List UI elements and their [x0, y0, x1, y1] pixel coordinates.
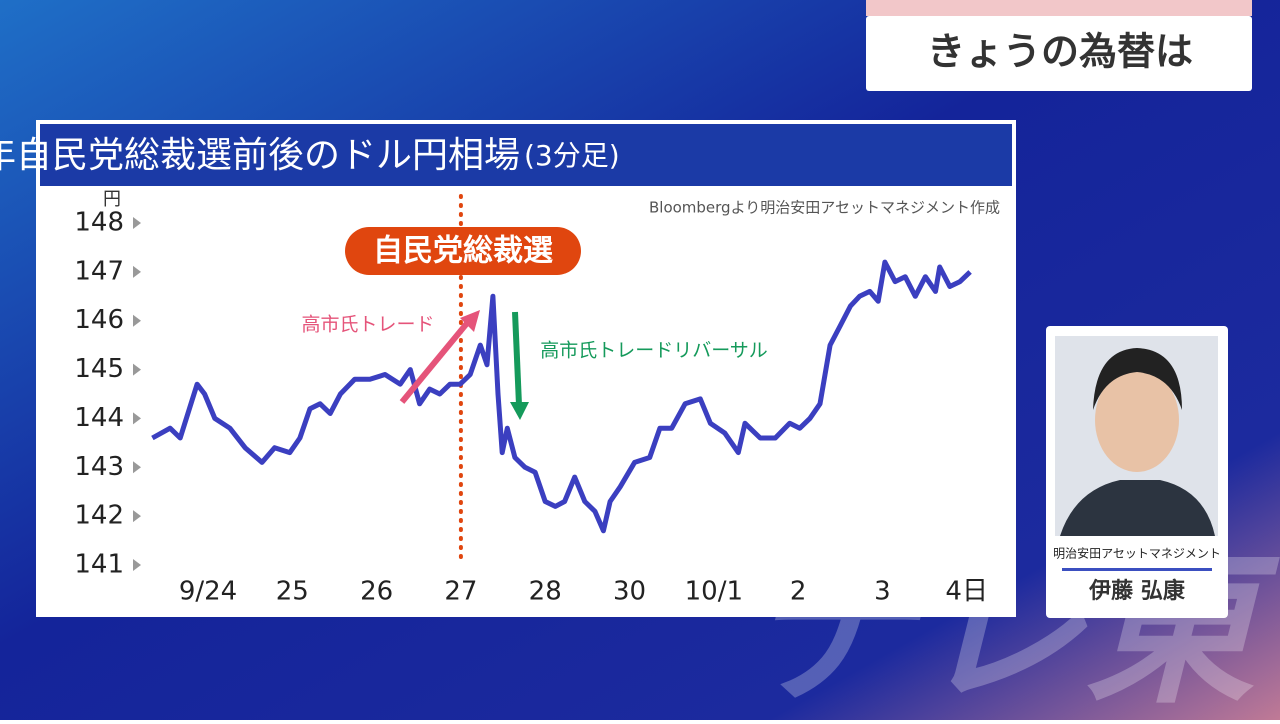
- plot: 141 142 143 144 145 146 147 148 9/24 25 26 27 28 30 10…: [74, 194, 988, 607]
- arrow-up: [399, 320, 471, 404]
- photo-suit: [1060, 480, 1215, 536]
- chart-title: 2024年自民党総裁選前後のドル円相場: [0, 135, 520, 176]
- photo-hair: [1093, 348, 1182, 410]
- arrowhead-down: [510, 402, 529, 420]
- y-tick-mark: [133, 559, 141, 571]
- arrowhead-up: [460, 310, 480, 332]
- y-tick-label: 146: [74, 305, 124, 335]
- y-tick-mark: [133, 363, 141, 376]
- chart-subtitle: (3分足): [524, 139, 620, 172]
- y-tick-label: 148: [74, 208, 124, 238]
- x-tick-label: 3: [874, 577, 891, 607]
- price-line: [151, 259, 972, 534]
- x-tick-label: 27: [444, 577, 477, 607]
- presenter-name: 伊藤 弘康: [1088, 578, 1186, 604]
- event-badge: [345, 227, 581, 275]
- y-tick-mark: [133, 412, 141, 425]
- title-bar: [40, 124, 1012, 186]
- arrow-down: [512, 311, 522, 406]
- header-box: [866, 16, 1252, 91]
- header-title: きょうの為替は: [927, 30, 1193, 74]
- y-tick-mark: [133, 510, 141, 523]
- x-tick-label: 28: [529, 577, 562, 607]
- x-tick-label: 26: [360, 577, 393, 607]
- x-tick-label: 10/1: [685, 577, 743, 607]
- header-strip: [866, 0, 1252, 16]
- presenter-company: 明治安田アセットマネジメント: [1053, 546, 1221, 561]
- event-label: 自民党総裁選: [373, 234, 553, 269]
- y-tick-label: 144: [74, 403, 124, 433]
- y-tick-label: 142: [74, 501, 124, 531]
- y-tick-label: 141: [74, 550, 124, 580]
- x-tick-label: 30: [613, 577, 646, 607]
- x-tick-label: 4日: [945, 577, 988, 607]
- annotation-trade: 高市氏トレード: [301, 314, 434, 336]
- y-tick-mark: [133, 314, 141, 327]
- x-tick-label: 9/24: [179, 577, 237, 607]
- y-tick-label: 147: [74, 256, 124, 286]
- chart-panel: [36, 120, 1016, 617]
- photo-face: [1095, 368, 1179, 472]
- x-tick-label: 2: [790, 577, 807, 607]
- source-note: Bloombergより明治安田アセットマネジメント作成: [649, 199, 1000, 217]
- y-tick-mark: [133, 217, 141, 229]
- y-tick-mark: [133, 461, 141, 474]
- card-rule: [1062, 568, 1212, 571]
- y-tick-label: 145: [74, 354, 124, 384]
- y-unit: 円: [103, 189, 121, 210]
- y-tick-label: 143: [74, 452, 124, 482]
- y-tick-mark: [133, 265, 141, 278]
- x-tick-label: 25: [276, 577, 309, 607]
- annotation-reversal: 高市氏トレードリバーサル: [540, 340, 768, 362]
